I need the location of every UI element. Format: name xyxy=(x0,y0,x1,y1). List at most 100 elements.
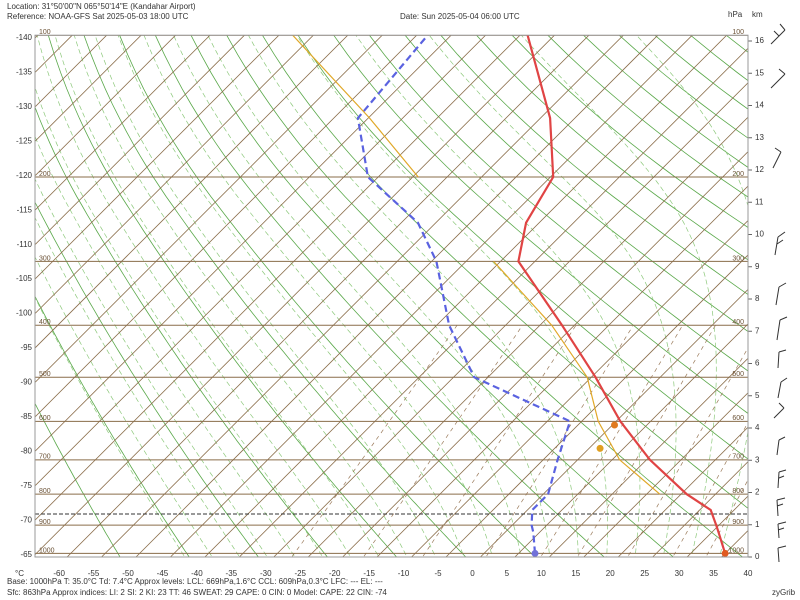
isotherm xyxy=(35,35,142,142)
height-tick-label: 2 xyxy=(755,488,760,497)
x-tick-label: -50 xyxy=(122,569,134,578)
wind-barb xyxy=(770,68,786,89)
wind-barb xyxy=(776,497,786,517)
isotherm xyxy=(135,35,659,558)
footer-line: Base: 1000hPa T: 35.0°C Td: 7.4°C Approx… xyxy=(7,577,383,586)
isotherm-tick-label: -105 xyxy=(16,274,33,283)
isotherm-tick-label: -130 xyxy=(16,102,33,111)
dry-adiabat xyxy=(368,35,748,372)
wind-barb xyxy=(777,521,787,539)
dry-adiabat xyxy=(35,295,190,558)
x-tick-label: 10 xyxy=(537,569,546,578)
height-tick-label: 5 xyxy=(755,391,760,400)
level-marker xyxy=(721,549,729,557)
isotherm-tick-label: -80 xyxy=(20,446,32,455)
moist-adiabat xyxy=(143,35,493,558)
wind-barb xyxy=(774,231,786,256)
pressure-label: 500 xyxy=(39,371,51,378)
isotherm xyxy=(239,47,748,558)
wind-barb xyxy=(776,316,788,341)
isotherm xyxy=(35,35,417,418)
isotherm xyxy=(35,35,280,280)
isotherm xyxy=(35,35,176,177)
x-tick-label: 30 xyxy=(675,569,684,578)
x-tick-label: -25 xyxy=(294,569,306,578)
isotherm xyxy=(549,357,748,558)
x-tick-label: -35 xyxy=(226,569,238,578)
pressure-label: 200 xyxy=(732,171,744,178)
x-tick-label: 5 xyxy=(505,569,510,578)
isotherm xyxy=(652,461,748,558)
x-tick-label: -40 xyxy=(191,569,203,578)
mixing-ratio xyxy=(422,325,577,558)
pressure-label: 400 xyxy=(39,319,51,326)
wind-barb xyxy=(772,147,782,169)
height-tick-label: 15 xyxy=(755,68,764,77)
height-tick-label: 4 xyxy=(755,423,760,432)
moist-adiabat xyxy=(296,35,608,558)
moist-adiabat xyxy=(117,35,465,558)
wind-barb xyxy=(777,469,787,489)
isotherm xyxy=(66,35,590,558)
moist-adiabat xyxy=(35,86,324,558)
moist-adiabat xyxy=(35,216,241,558)
isotherm xyxy=(307,116,748,558)
date: Date: Sun 2025-05-04 06:00 UTC xyxy=(400,12,520,21)
wind-barb xyxy=(773,402,785,419)
profile-line xyxy=(493,260,661,495)
wind-barb xyxy=(777,349,787,369)
x-tick-label: 20 xyxy=(606,569,615,578)
pressure-label: 200 xyxy=(39,171,51,178)
x-tick-label: -60 xyxy=(53,569,65,578)
isotherm-tick-label: -100 xyxy=(16,309,33,318)
profile-line xyxy=(517,35,727,554)
isotherm-tick-label: -75 xyxy=(20,481,32,490)
isotherm-tick-label: -90 xyxy=(20,378,32,387)
dry-adiabat xyxy=(47,35,398,558)
pressure-label: 600 xyxy=(732,415,744,422)
pressure-label: 100 xyxy=(39,29,51,36)
wind-barb xyxy=(777,377,788,399)
height-tick-label: 16 xyxy=(755,36,764,45)
dry-adiabat xyxy=(35,201,259,558)
moist-adiabat xyxy=(54,35,380,558)
temperature-unit: °C xyxy=(15,569,24,578)
x-tick-label: 0 xyxy=(470,569,475,578)
isotherm xyxy=(35,35,486,487)
height-tick-label: 7 xyxy=(755,326,760,335)
mixing-ratio xyxy=(540,325,683,558)
x-tick-label: 25 xyxy=(640,569,649,578)
height-tick-label: 11 xyxy=(755,197,764,206)
isotherm-tick-label: -110 xyxy=(17,240,33,249)
pressure-label: 1000 xyxy=(39,547,55,554)
moist-adiabat xyxy=(35,178,268,558)
isotherm xyxy=(35,35,211,211)
x-tick-label: 40 xyxy=(744,569,753,578)
pressure-label: 900 xyxy=(39,519,51,526)
isotherm-tick-label: -95 xyxy=(20,343,32,352)
isotherm-tick-label: -125 xyxy=(16,136,33,145)
isotherm xyxy=(35,35,452,452)
dry-adiabat xyxy=(83,35,467,558)
moist-adiabat xyxy=(94,35,436,558)
height-tick-label: 14 xyxy=(755,101,764,110)
height-tick-label: 6 xyxy=(755,359,760,368)
dry-adiabat xyxy=(119,35,536,558)
isotherm xyxy=(480,288,748,558)
pressure-label: 800 xyxy=(732,488,744,495)
isotherm-tick-label: -120 xyxy=(16,171,33,180)
dry-adiabat xyxy=(297,35,748,460)
pressure-label: 300 xyxy=(39,255,51,262)
pressure-label: 100 xyxy=(732,29,744,36)
moist-adiabat xyxy=(173,35,522,558)
x-tick-label: 15 xyxy=(571,569,580,578)
isotherm xyxy=(514,323,748,558)
height-unit: km xyxy=(752,10,763,19)
isotherm xyxy=(101,35,624,558)
moist-adiabat xyxy=(355,35,641,558)
x-tick-label: -5 xyxy=(434,569,442,578)
height-tick-label: 10 xyxy=(755,230,764,239)
pressure-label: 400 xyxy=(732,319,744,326)
height-tick-label: 1 xyxy=(755,520,760,529)
